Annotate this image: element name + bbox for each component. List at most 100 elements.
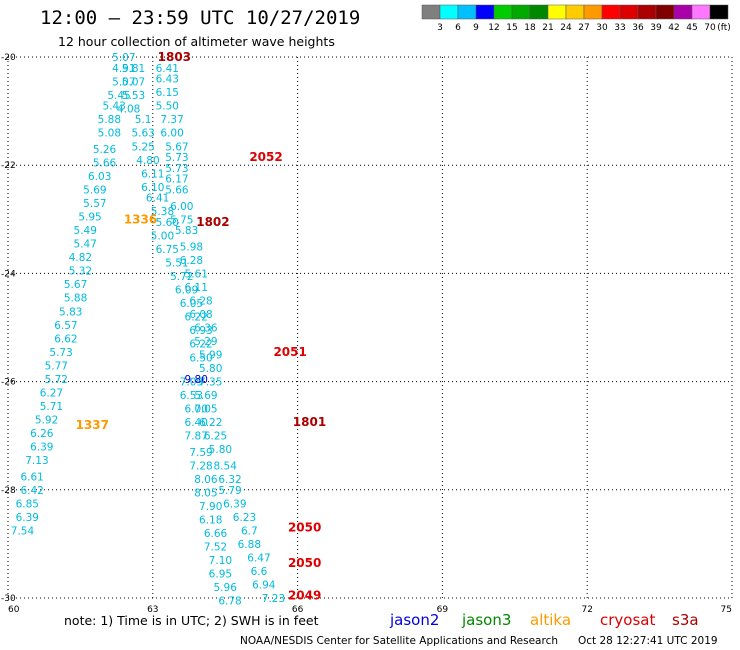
y-tick-label: -20 <box>1 53 16 63</box>
mission-label-jason3: jason3 <box>461 611 511 629</box>
swh-value-cryosat: 6.08 <box>189 309 212 321</box>
swh-value-cryosat: 5.66 <box>165 185 189 197</box>
y-tick-label: -28 <box>1 486 16 496</box>
mission-label-altika: altika <box>530 611 571 629</box>
swh-value-altika: 5.77 <box>45 360 68 372</box>
colorbar-swatch <box>457 4 477 20</box>
swh-value-altika: 5.07 <box>122 76 145 88</box>
swh-value-altika: 6.39 <box>16 512 39 524</box>
swh-value-s3a: 7.10 <box>209 555 232 567</box>
swh-value-cryosat: 5.69 <box>194 390 217 402</box>
mission-label-jason2: jason2 <box>389 611 439 629</box>
pass-time-label: 2050 <box>288 521 321 535</box>
swh-value-altika: 5.73 <box>49 347 72 359</box>
swh-value-altika: 5.71 <box>40 401 63 413</box>
swh-value-altika: 5.53 <box>122 90 145 102</box>
colorbar-label: 9 <box>473 23 479 33</box>
swh-value-s3a: 6.22 <box>189 339 212 351</box>
colorbar-swatch <box>619 4 639 20</box>
swh-value-cryosat: 5.29 <box>194 336 217 348</box>
swh-value-altika: 5.81 <box>122 63 145 75</box>
pass-time-label: 1336 <box>124 212 157 226</box>
chart-title: 12:00 – 23:59 UTC 10/27/2019 <box>40 7 360 29</box>
swh-value-altika: 5.57 <box>83 198 106 210</box>
swh-value-altika: 5.26 <box>93 144 117 156</box>
swh-value-altika: 7.13 <box>25 455 48 467</box>
swh-value-s3a: 6.10 <box>141 182 164 194</box>
swh-value-altika: 6.62 <box>54 333 77 345</box>
colorbar-swatch <box>691 4 711 20</box>
swh-value-altika: 5.83 <box>59 306 82 318</box>
x-tick-label: 63 <box>147 605 158 615</box>
colorbar-swatch <box>547 4 567 20</box>
pass-time-label: 1801 <box>293 415 326 429</box>
colorbar-label: 30 <box>596 23 608 33</box>
swh-value-altika: 6.85 <box>16 498 39 510</box>
y-tick-label: -22 <box>1 161 16 171</box>
swh-value-cryosat: 5.73 <box>165 163 188 175</box>
swh-value-s3a: 4.80 <box>136 155 159 167</box>
colorbar-label: 24 <box>560 23 572 33</box>
swh-value-cryosat: 6.94 <box>252 579 276 591</box>
swh-value-altika: 5.63 <box>131 128 154 140</box>
swh-value-altika: 5.1 <box>135 114 152 126</box>
swh-value-altika: 6.57 <box>54 320 77 332</box>
swh-value-cryosat: 6.00 <box>160 128 183 140</box>
swh-value-altika: 6.42 <box>20 485 43 497</box>
colorbar-swatch <box>601 4 621 20</box>
swh-value-cryosat: 6.6 <box>251 566 268 578</box>
mission-legend: jason2 jason3 altika cryosat s3a <box>389 611 699 629</box>
swh-value-cryosat: 5.73 <box>165 152 188 164</box>
pass-time-label: 2050 <box>288 556 321 570</box>
swh-value-altika: 5.25 <box>131 141 154 153</box>
swh-value-cryosat: 6.88 <box>238 539 261 551</box>
swh-value-s3a: 6.00 <box>185 404 208 416</box>
swh-value-cryosat: 6.15 <box>156 87 179 99</box>
timestamp-text: Oct 28 12:27:41 UTC 2019 <box>578 635 718 647</box>
colorbar-label: 42 <box>668 23 679 33</box>
swh-value-s3a: 6.05 <box>180 298 203 310</box>
credit-text: NOAA/NESDIS Center for Satellite Applica… <box>240 635 558 647</box>
swh-value-cryosat: 6.7 <box>241 525 258 537</box>
swh-value-altika: 5.43 <box>102 101 125 113</box>
swh-value-cryosat: 7.37 <box>160 114 183 126</box>
swh-value-altika: 6.39 <box>30 442 53 454</box>
x-tick-label: 66 <box>292 605 304 615</box>
colorbar-swatch <box>439 4 459 20</box>
swh-value-cryosat: 6.41 <box>156 63 179 75</box>
swh-value-cryosat: 7.35 <box>199 377 222 389</box>
colorbar-swatch <box>529 4 549 20</box>
colorbar-swatch <box>673 4 693 20</box>
swh-value-s3a: 6.66 <box>204 528 228 540</box>
swh-value-altika: 5.32 <box>69 266 92 278</box>
swh-value-s3a: 7.28 <box>189 460 212 472</box>
swh-value-altika: 5.08 <box>98 128 121 140</box>
swh-value-cryosat: 5.80 <box>199 363 222 375</box>
swh-value-altika: 4.82 <box>69 252 92 264</box>
y-tick-label: -26 <box>1 378 16 388</box>
swh-value-cryosat: 6.17 <box>165 174 188 186</box>
colorbar-swatch <box>583 4 603 20</box>
pass-time-label: 2049 <box>288 588 321 602</box>
swh-value-cryosat: 6.25 <box>204 431 227 443</box>
swh-value-altika: 5.45 <box>107 90 130 102</box>
colorbar-label: 6 <box>455 23 461 33</box>
swh-value-cryosat: 6.32 <box>218 474 241 486</box>
swh-value-cryosat: 5.61 <box>185 268 208 280</box>
swh-value-s3a: 6.93 <box>189 325 212 337</box>
colorbar-label: 70 <box>704 23 716 33</box>
swh-value-s3a: 6.11 <box>141 168 164 180</box>
swh-value-s3a: 8.06 <box>194 474 218 486</box>
swh-value-altika: 5.88 <box>64 293 87 305</box>
swh-value-cryosat: 6.28 <box>189 295 212 307</box>
swh-value-s3a: 6.18 <box>199 515 222 527</box>
swh-value-cryosat: 6.47 <box>247 552 270 564</box>
colorbar-label: 3 <box>437 23 443 33</box>
swh-value-altika: 7.54 <box>11 525 35 537</box>
swh-value-altika: 5.66 <box>93 157 117 169</box>
y-tick-label: -24 <box>1 269 16 279</box>
swh-value-jason2: 9.80 <box>185 374 208 386</box>
colorbar-swatch <box>565 4 585 20</box>
x-tick-label: 72 <box>581 605 592 615</box>
x-tick-label: 69 <box>437 605 449 615</box>
